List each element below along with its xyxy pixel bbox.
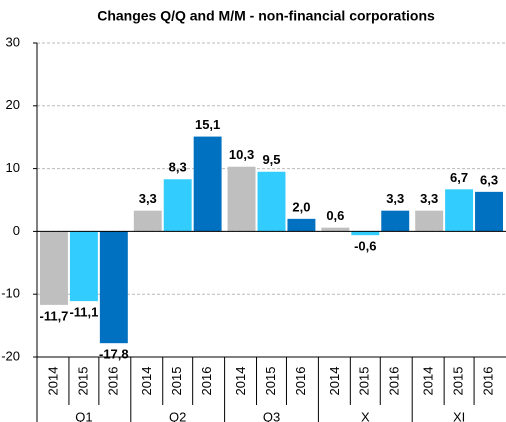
bar <box>351 231 380 236</box>
value-label: -11,7 <box>40 308 69 323</box>
bar <box>40 231 68 305</box>
value-label: 2,0 <box>292 199 310 214</box>
value-label: 6,3 <box>480 172 498 187</box>
x-tick-label: 2014 <box>327 367 342 396</box>
bar <box>227 166 256 232</box>
bar <box>69 231 98 302</box>
bar <box>99 231 128 344</box>
x-tick-label: 2016 <box>105 367 120 396</box>
value-label: 10,3 <box>229 147 254 162</box>
y-tick-label: -20 <box>1 348 20 363</box>
x-group-label: Q1 <box>75 409 92 422</box>
x-tick-label: 2016 <box>199 367 214 396</box>
value-label: 8,3 <box>169 160 187 175</box>
bar <box>475 191 503 232</box>
bar <box>163 179 192 232</box>
value-label: 3,3 <box>420 191 438 206</box>
x-tick-label: 2014 <box>421 367 436 396</box>
value-label: -17,8 <box>99 347 129 362</box>
x-group-label: Q3 <box>263 409 280 422</box>
y-tick-label: 0 <box>13 223 20 238</box>
value-label: 6,7 <box>450 170 468 185</box>
x-group-label: X <box>361 409 370 422</box>
x-tick-label: 2016 <box>293 367 308 396</box>
y-tick-label: 30 <box>6 34 20 49</box>
value-label: 15,1 <box>195 117 220 132</box>
value-label: -0,6 <box>354 239 376 254</box>
x-tick-label: 2015 <box>263 367 278 396</box>
x-tick-label: 2015 <box>451 367 466 396</box>
bar <box>257 171 286 232</box>
x-tick-label: 2015 <box>357 367 372 396</box>
value-label: -11,1 <box>69 305 98 320</box>
x-tick-label: 2016 <box>387 367 402 396</box>
bar <box>133 210 162 232</box>
x-tick-label: 2014 <box>233 367 248 396</box>
x-tick-label: 2016 <box>480 367 495 396</box>
bar <box>193 136 222 232</box>
x-tick-label: 2015 <box>169 367 184 396</box>
bar <box>381 210 410 232</box>
chart-title: Changes Q/Q and M/M - non-financial corp… <box>97 8 435 24</box>
y-tick-label: 20 <box>6 97 20 112</box>
x-tick-label: 2015 <box>75 367 90 396</box>
x-group-label: XI <box>453 409 465 422</box>
x-group-label: Q2 <box>169 409 186 422</box>
value-label: 9,5 <box>262 152 280 167</box>
value-label: 3,3 <box>386 191 404 206</box>
value-label: 0,6 <box>326 208 344 223</box>
y-tick-label: 10 <box>6 160 20 175</box>
bar <box>415 210 444 232</box>
x-tick-label: 2014 <box>45 367 60 396</box>
y-tick-label: -10 <box>1 286 20 301</box>
value-label: 3,3 <box>139 191 157 206</box>
bar <box>287 218 316 232</box>
bar <box>321 227 350 232</box>
x-tick-label: 2014 <box>139 367 154 396</box>
bar <box>445 189 474 232</box>
